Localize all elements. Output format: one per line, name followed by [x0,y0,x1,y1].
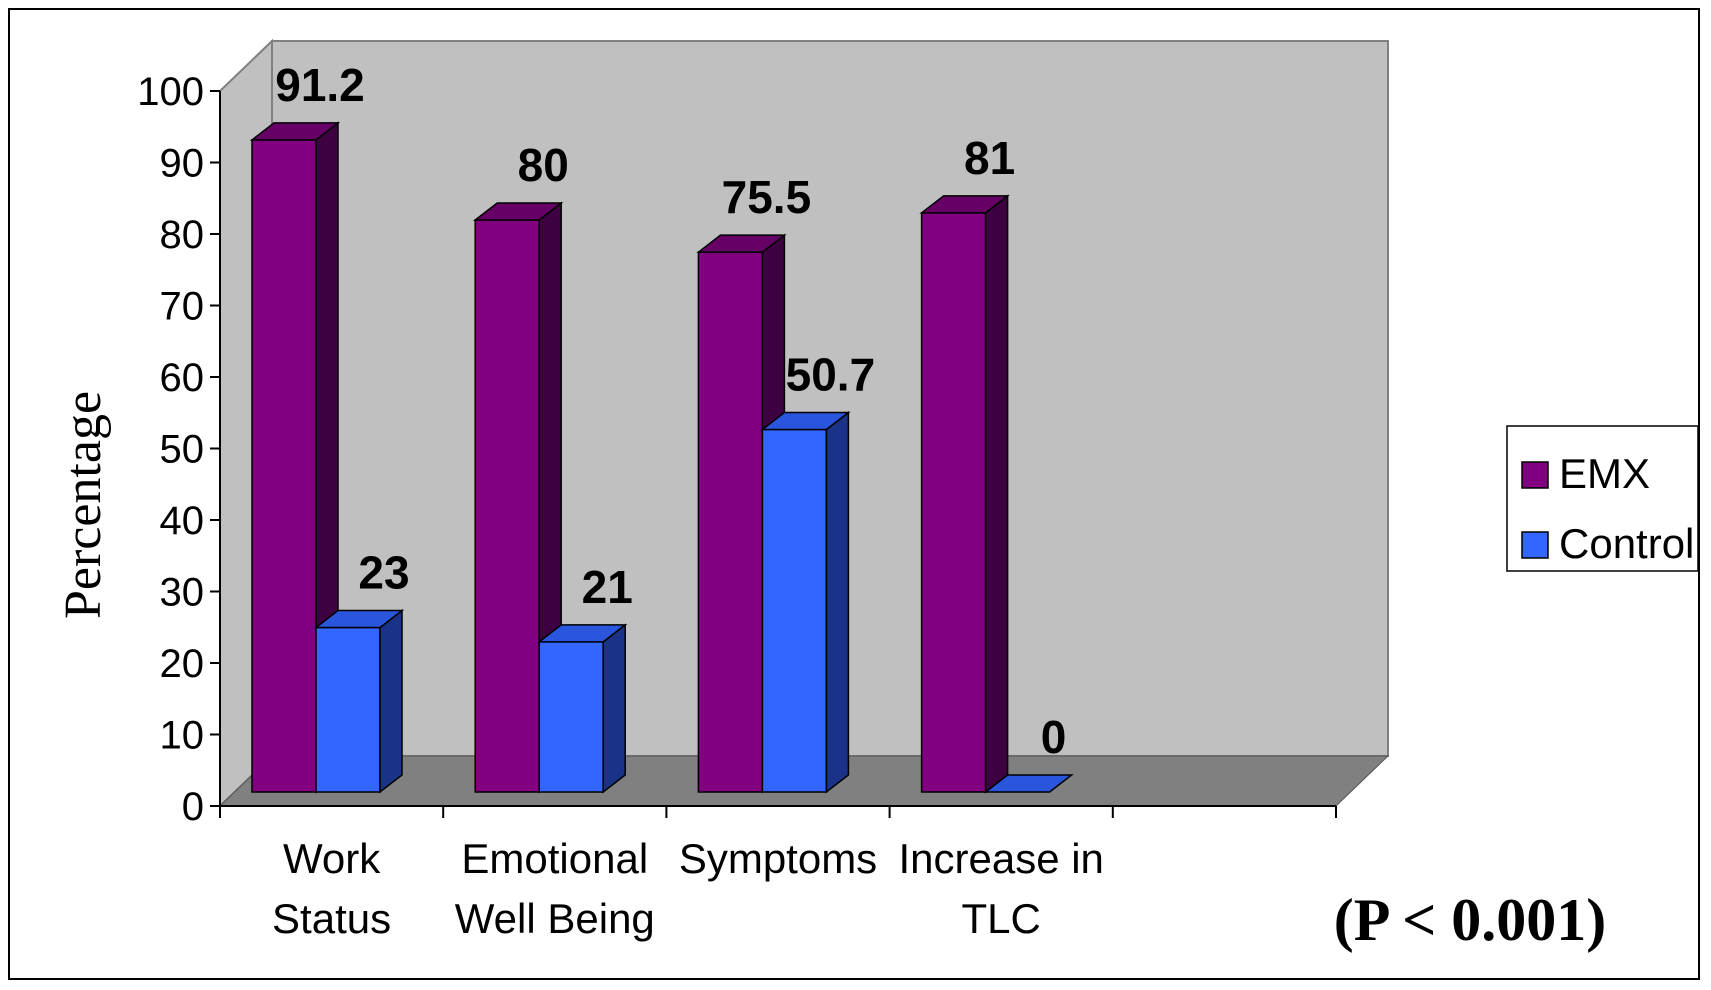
bar-emx-1 [473,201,564,794]
x-category-label: Work [283,835,381,882]
y-axis-label: Percentage [55,391,112,619]
bar-top-face [919,195,1010,214]
bar-emx-3 [919,194,1010,794]
bar-side-face [602,623,626,794]
bar-top-face [760,411,851,431]
x-category-label: Emotional [461,835,648,882]
bar-top-face [537,624,628,643]
bar-top-face [696,234,787,253]
bar-side-face [825,410,850,794]
data-label: 23 [358,547,409,599]
legend-entry: Control [1559,520,1694,567]
legend-swatch [1521,531,1549,559]
legend-entry: EMX [1559,450,1650,497]
p-value-annotation: (P < 0.001) [1334,887,1607,953]
y-tick-label: 50 [160,428,205,472]
data-label: 80 [518,139,569,191]
bar-front-face [315,626,381,793]
bar-top-face [313,609,405,629]
data-label: 81 [964,132,1015,184]
bar-front-face [474,219,540,793]
x-category-label: Increase in [898,835,1103,882]
y-tick-label: 80 [160,213,205,257]
x-category-label: Status [272,895,391,942]
bar-control-1 [537,623,628,794]
x-category-label: TLC [962,895,1041,942]
data-label: 75.5 [722,171,812,223]
y-tick-label: 10 [160,714,205,758]
bar-control-2 [760,410,851,794]
y-tick-label: 60 [160,356,205,400]
y-tick-label: 90 [160,142,205,186]
y-tick-label: 20 [160,642,205,686]
x-category-label: Symptoms [679,835,877,882]
bar-front-face [538,641,604,793]
data-label: 50.7 [786,348,876,400]
legend-swatch [1521,461,1549,489]
y-tick-label: 0 [182,785,204,829]
x-category-label: Well Being [455,895,655,942]
y-tick-label: 40 [160,499,205,543]
bar-control-0 [313,609,405,794]
bar-front-face [251,139,317,793]
bar-control-3 [983,774,1074,793]
y-tick-label: 70 [160,285,205,329]
bar-top-face [983,774,1074,793]
bar-side-face [984,194,1009,794]
bar-front-face [761,428,828,793]
bar-front-face [920,212,987,793]
data-label: 0 [1041,711,1067,763]
bar-side-face [379,609,403,794]
bar-top-face [473,202,564,221]
bar-front-face [697,251,764,793]
legend: EMX Control [1506,425,1699,572]
bar-top-face [249,122,341,141]
y-tick-label: 30 [160,571,205,615]
data-label: 91.2 [275,59,365,111]
y-tick-label: 100 [137,70,204,114]
data-label: 21 [582,561,633,613]
